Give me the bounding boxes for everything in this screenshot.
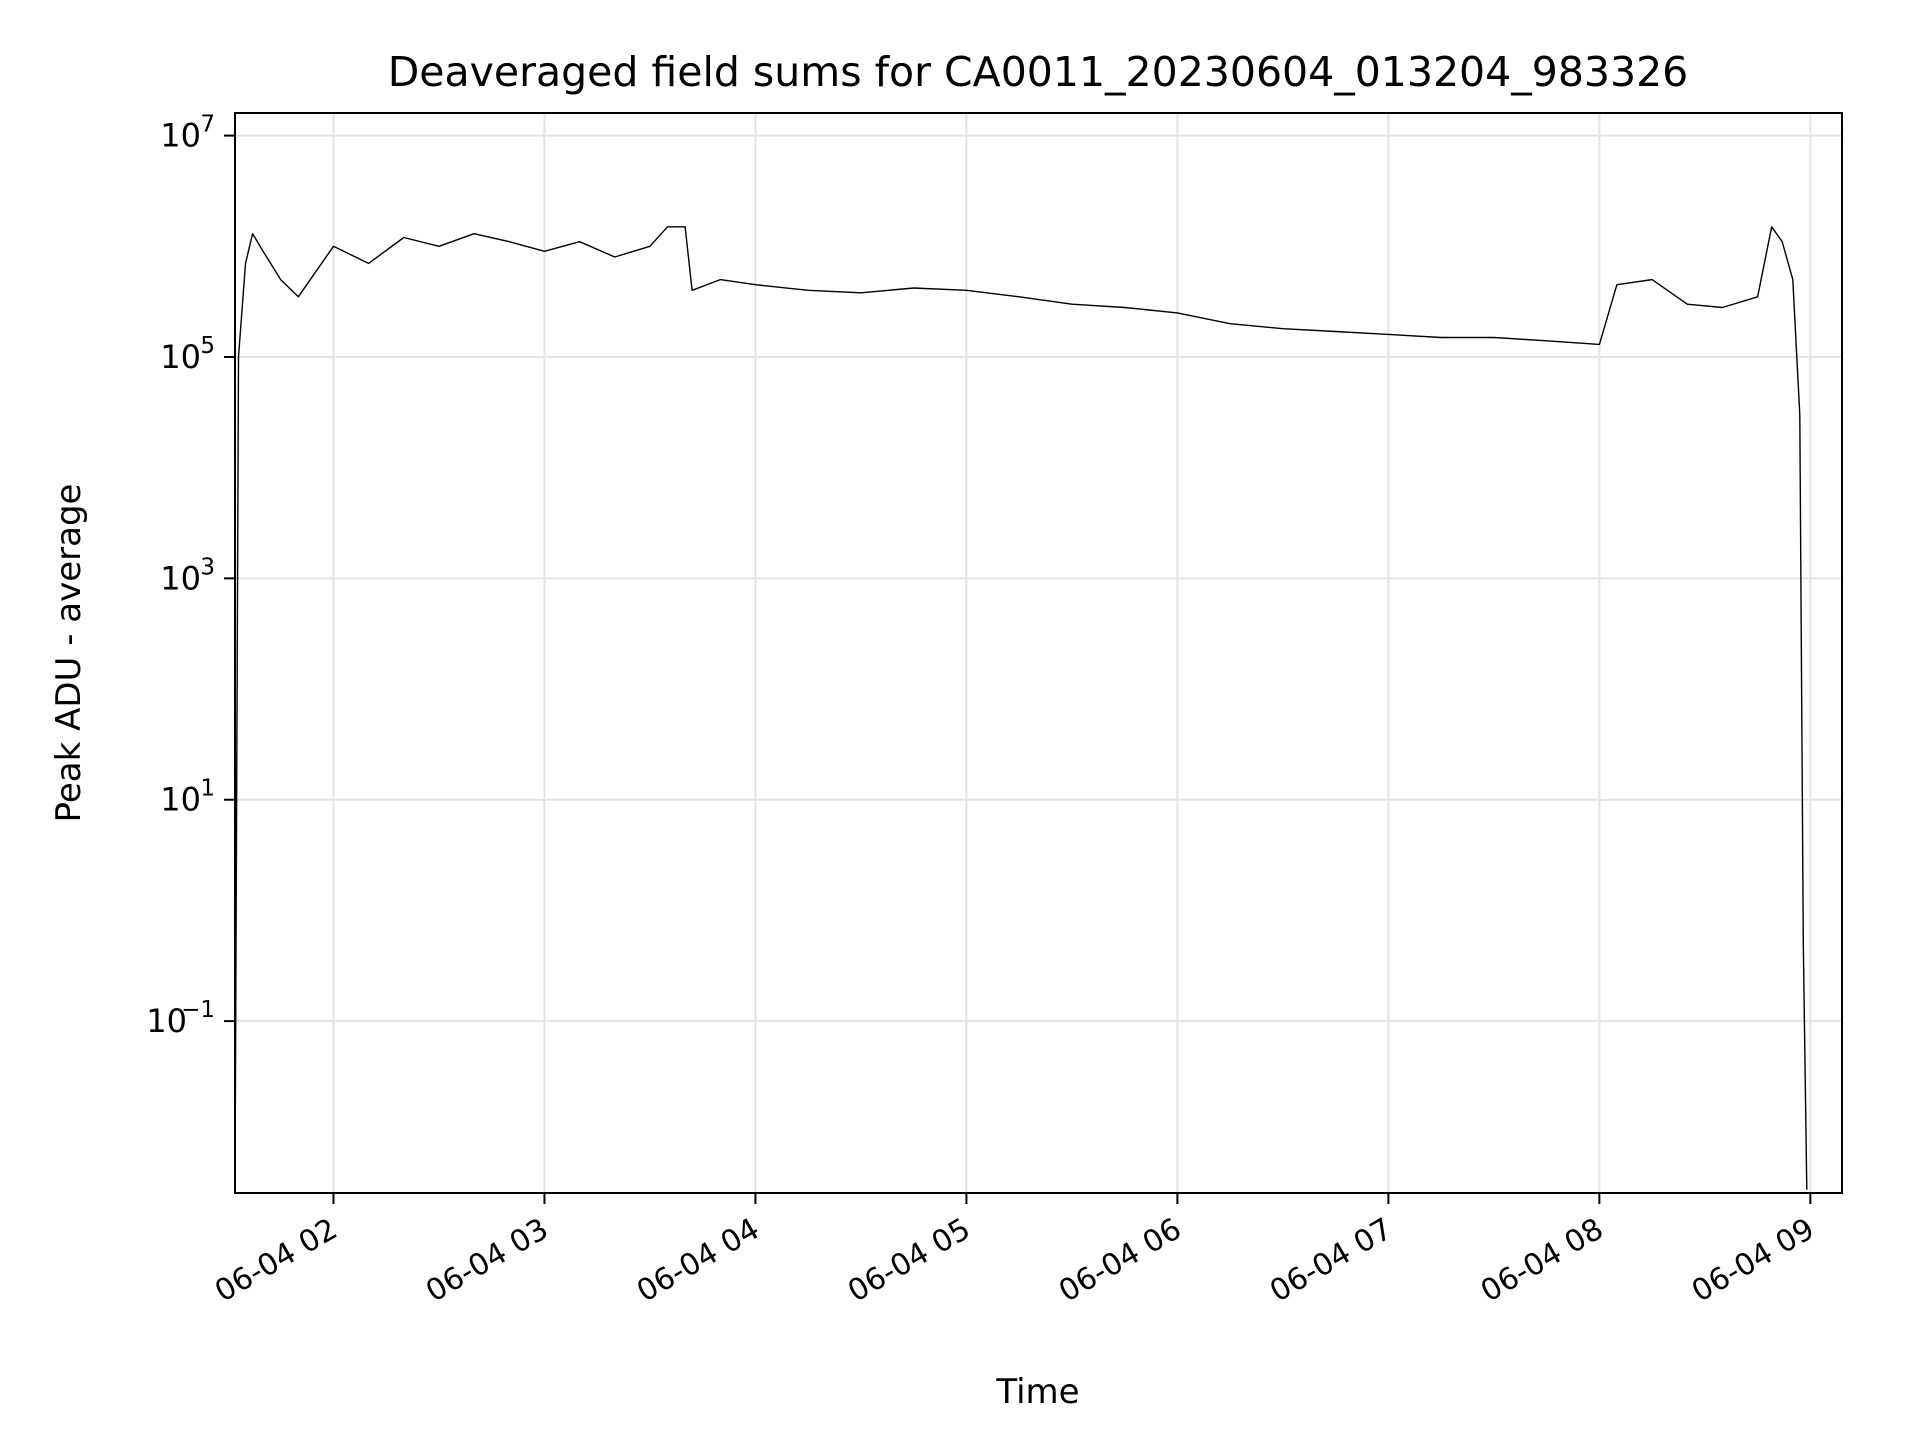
y-tick-label: 103 [160,554,215,597]
y-tick-label: 105 [160,333,215,376]
y-tick-label: 107 [160,112,215,155]
series-line [235,226,1808,1190]
x-axis-label: Time [995,1372,1079,1412]
y-tick-exponent: 7 [200,112,215,138]
grid [235,113,1842,1193]
y-axis-label: Peak ADU - average [49,484,89,823]
y-tick-base: 10 [160,781,201,819]
y-tick-label: 10−1 [146,997,215,1040]
plot-frame [234,112,1843,1194]
y-tick-exponent: −1 [181,997,215,1023]
y-tick-base: 10 [160,117,201,155]
chart-title: Deaveraged field sums for CA0011_2023060… [388,48,1689,96]
series-group [235,226,1808,1190]
y-tick-exponent: 5 [200,333,215,359]
y-tick-exponent: 1 [200,776,215,802]
y-tick-base: 10 [160,338,201,376]
y-tick-base: 10 [146,1002,187,1040]
y-tick-base: 10 [160,559,201,597]
y-tick-label: 101 [160,776,215,819]
y-tick-exponent: 3 [200,554,215,580]
